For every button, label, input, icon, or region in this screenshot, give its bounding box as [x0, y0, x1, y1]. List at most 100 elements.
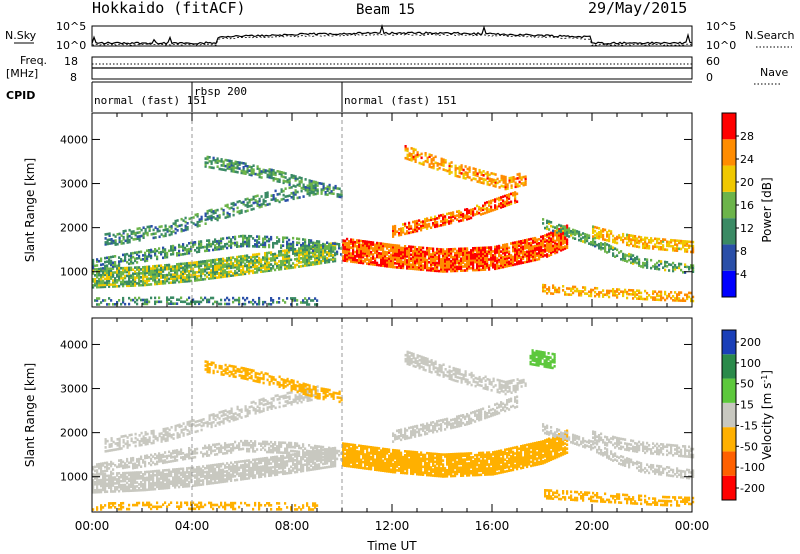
nave-tick-top: 60 — [706, 55, 720, 68]
scatter-cell — [162, 477, 165, 480]
scatter-cell — [290, 186, 293, 189]
scatter-cell — [96, 281, 99, 285]
scatter-cell — [540, 249, 543, 252]
scatter-cell — [124, 266, 127, 270]
scatter-cell — [112, 285, 115, 288]
scatter-cell — [644, 264, 647, 267]
scatter-cell — [272, 177, 275, 180]
scatter-cell — [572, 287, 575, 291]
scatter-cell — [550, 292, 553, 295]
scatter-cell — [104, 285, 107, 289]
scatter-cell — [564, 225, 567, 229]
scatter-cell — [416, 151, 419, 154]
scatter-cell — [510, 176, 513, 180]
scatter-cell — [624, 257, 627, 260]
scatter-cell — [124, 479, 127, 483]
scatter-cell — [346, 247, 349, 251]
scatter-cell — [172, 222, 175, 225]
colorbar-tick-label: 16 — [740, 199, 754, 212]
scatter-cell — [554, 245, 557, 249]
scatter-cell — [132, 475, 135, 478]
scatter-cell — [546, 255, 549, 258]
scatter-cell — [548, 240, 551, 243]
scatter-cell — [332, 260, 335, 263]
scatter-cell — [530, 245, 533, 249]
scatter-cell — [382, 242, 385, 246]
scatter-cell — [308, 251, 311, 255]
scatter-cell — [456, 251, 459, 255]
scatter-cell — [148, 470, 151, 474]
scatter-cell — [200, 471, 203, 475]
scatter-cell — [250, 265, 253, 269]
scatter-cell — [420, 152, 423, 156]
scatter-cell — [296, 196, 299, 200]
scatter-cell — [322, 242, 325, 246]
scatter-cell — [132, 268, 135, 271]
scatter-cell — [214, 481, 217, 485]
scatter-cell — [266, 259, 269, 263]
scatter-cell — [514, 249, 517, 252]
scatter-cell — [458, 209, 461, 213]
scatter-cell — [390, 243, 393, 247]
scatter-cell — [648, 240, 651, 244]
scatter-cell — [128, 479, 131, 483]
scatter-cell — [142, 236, 145, 239]
scatter-cell — [162, 270, 165, 273]
scatter-cell — [666, 240, 669, 244]
scatter-cell — [412, 147, 415, 151]
scatter-cell — [512, 243, 515, 247]
scatter-cell — [128, 284, 131, 288]
scatter-cell — [338, 243, 341, 246]
scatter-cell — [128, 489, 131, 493]
scatter-cell — [504, 177, 507, 181]
scatter-cell — [450, 248, 453, 251]
scatter-cell — [560, 241, 563, 244]
scatter-cell — [164, 254, 167, 257]
scatter-cell — [518, 252, 521, 255]
scatter-cell — [316, 240, 319, 243]
scatter-cell — [190, 261, 193, 265]
scatter-cell — [190, 468, 193, 472]
scatter-cell — [140, 485, 143, 488]
scatter-cell — [270, 176, 273, 180]
scatter-cell — [168, 480, 171, 484]
scatter-cell — [468, 259, 471, 262]
scatter-cell — [194, 273, 197, 276]
scatter-cell — [292, 246, 295, 250]
scatter-cell — [252, 197, 255, 201]
scatter-cell — [328, 191, 331, 195]
scatter-cell — [656, 294, 659, 298]
scatter-cell — [490, 178, 493, 181]
scatter-cell — [176, 274, 179, 278]
scatter-cell — [298, 184, 301, 187]
scatter-cell — [366, 250, 369, 253]
scatter-cell — [130, 481, 133, 484]
scatter-cell — [142, 302, 145, 306]
scatter-cell — [368, 258, 371, 262]
scatter-cell — [436, 249, 439, 253]
scatter-cell — [210, 466, 213, 469]
scatter-cell — [402, 231, 405, 234]
scatter-cell — [196, 215, 199, 218]
scatter-cell — [302, 187, 305, 190]
scatter-cell — [298, 249, 301, 252]
scatter-cell — [144, 283, 147, 287]
scatter-cell — [266, 239, 269, 243]
scatter-cell — [482, 266, 485, 269]
scatter-cell — [268, 176, 271, 179]
scatter-cell — [236, 261, 239, 265]
nsearch-tick-top: 10^5 — [706, 20, 736, 33]
scatter-cell — [446, 264, 449, 267]
scatter-cell — [298, 251, 301, 254]
scatter-cell — [654, 245, 657, 248]
scatter-cell — [178, 481, 181, 485]
scatter-cell — [160, 233, 163, 236]
scatter-cell — [392, 233, 395, 236]
scatter-cell — [134, 485, 137, 488]
scatter-cell — [390, 249, 393, 253]
scatter-cell — [226, 205, 229, 209]
scatter-cell — [122, 270, 125, 274]
scatter-cell — [484, 268, 487, 271]
scatter-cell — [238, 163, 241, 166]
scatter-cell — [448, 220, 451, 223]
